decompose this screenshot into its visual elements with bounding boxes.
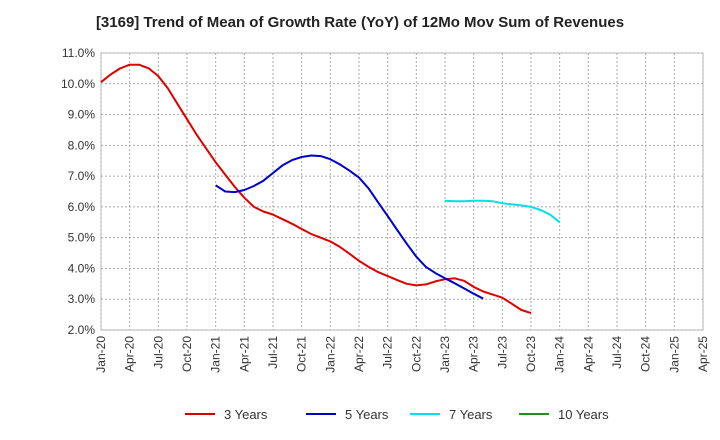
y-tick-label: 6.0% — [68, 200, 96, 214]
series-line-7-years — [444, 199, 561, 224]
chart-title: [3169] Trend of Mean of Growth Rate (YoY… — [95, 14, 625, 31]
x-tick-label: Jul-23 — [495, 336, 509, 369]
plot-area — [100, 52, 704, 331]
series-line-5-years — [215, 154, 484, 300]
x-tick-label: Oct-21 — [295, 336, 309, 372]
x-tick-label: Jan-21 — [209, 336, 223, 373]
x-tick-label: Oct-22 — [409, 336, 423, 372]
x-tick-label: Jul-20 — [151, 336, 165, 369]
x-tick-label: Jan-24 — [553, 336, 567, 373]
x-tick-label: Apr-20 — [123, 336, 137, 372]
x-tick-label: Apr-23 — [467, 336, 481, 372]
series-line-3-years — [100, 63, 532, 315]
y-tick-label: 8.0% — [68, 138, 96, 152]
axes: 2.0% 3.0% 4.0% 5.0% 6.0% 7.0% 8.0% 9.0% 10.0% 11.… — [61, 46, 710, 373]
x-tick-label: Oct-23 — [524, 336, 538, 372]
series-lines — [100, 63, 561, 315]
legend-label: 3 Years — [224, 407, 268, 422]
x-tick-label: Apr-24 — [581, 336, 595, 372]
x-tick-label: Apr-25 — [696, 336, 710, 372]
y-tick-label: 7.0% — [68, 169, 96, 183]
x-tick-label: Jan-22 — [323, 336, 337, 373]
x-tick-label: Jul-21 — [266, 336, 280, 369]
x-tick-label: Jan-25 — [667, 336, 681, 373]
x-tick-label: Jul-22 — [381, 336, 395, 369]
x-tick-label: Oct-20 — [180, 336, 194, 372]
x-tick-label: Oct-24 — [639, 336, 653, 372]
y-tick-label: 10.0% — [61, 77, 95, 91]
y-tick-label: 11.0% — [62, 46, 95, 60]
y-tick-label: 5.0% — [68, 231, 96, 245]
y-tick-label: 4.0% — [68, 261, 96, 275]
x-tick-label: Apr-21 — [237, 336, 251, 372]
legend: 3 Years 5 Years 7 Years 10 Years — [185, 407, 609, 422]
x-tick-label: Jan-20 — [94, 336, 108, 373]
y-tick-label: 2.0% — [68, 323, 96, 337]
legend-label: 5 Years — [345, 407, 389, 422]
x-tick-label: Jan-23 — [438, 336, 452, 373]
x-tick-label: Apr-22 — [352, 336, 366, 372]
y-tick-label: 9.0% — [68, 108, 96, 122]
legend-label: 7 Years — [449, 407, 493, 422]
x-tick-label: Jul-24 — [610, 336, 624, 369]
legend-label: 10 Years — [558, 407, 609, 422]
y-tick-label: 3.0% — [68, 292, 96, 306]
